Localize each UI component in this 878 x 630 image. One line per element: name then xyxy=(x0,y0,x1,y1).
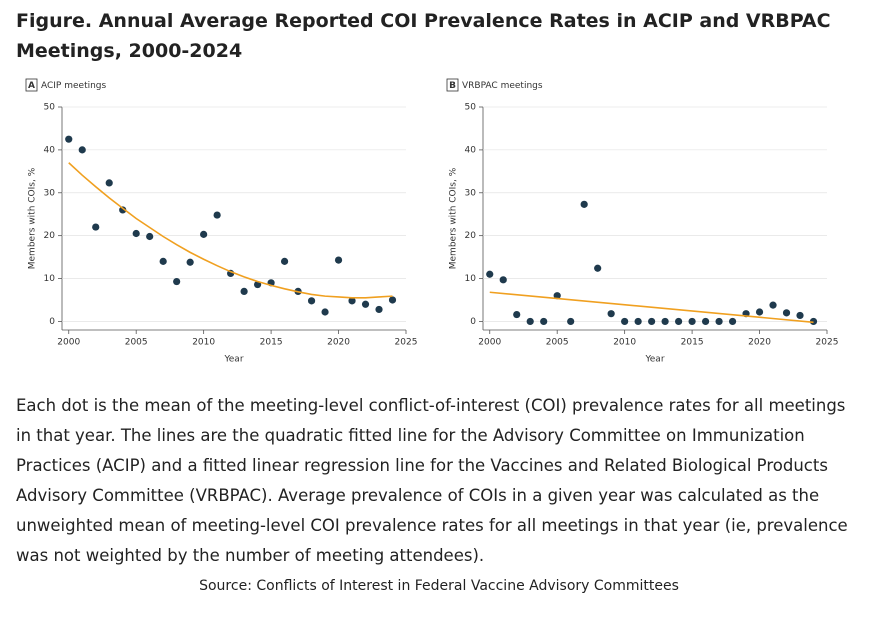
data-point xyxy=(361,300,370,308)
data-point xyxy=(540,317,548,326)
caption: Each dot is the mean of the meeting-leve… xyxy=(16,396,848,565)
data-point xyxy=(213,211,221,219)
y-axis-label: Members with COIs, % xyxy=(449,167,459,269)
y-tick-label: 20 xyxy=(465,231,477,241)
data-point xyxy=(388,296,397,304)
data-point xyxy=(607,310,615,318)
x-tick-label: 2000 xyxy=(57,338,80,348)
panel-title: ACIP meetings xyxy=(41,81,107,91)
data-point xyxy=(675,317,683,326)
data-point xyxy=(634,317,642,326)
x-tick-label: 2025 xyxy=(395,338,418,348)
fit-line xyxy=(68,162,393,299)
data-point xyxy=(648,317,656,326)
panel-label-box xyxy=(446,78,459,92)
data-point xyxy=(755,308,764,316)
data-point xyxy=(688,317,696,326)
panel-title: VRBPAC meetings xyxy=(462,81,543,91)
panel-label: B xyxy=(449,81,456,91)
panel-label: A xyxy=(28,81,35,91)
x-tick-label: 2010 xyxy=(613,338,636,348)
data-point xyxy=(782,309,791,317)
data-point xyxy=(307,297,316,305)
y-tick-label: 10 xyxy=(44,274,56,284)
data-point xyxy=(200,230,208,238)
data-point xyxy=(701,317,710,326)
data-point xyxy=(146,232,154,241)
data-point xyxy=(78,146,86,154)
x-tick-label: 2010 xyxy=(192,338,215,348)
data-point xyxy=(486,270,494,278)
figure-title: Figure. Annual Average Reported COI Prev… xyxy=(16,10,831,62)
data-point xyxy=(240,287,248,296)
data-point xyxy=(809,317,818,326)
y-tick-label: 50 xyxy=(465,103,477,113)
data-point xyxy=(661,317,669,326)
data-point xyxy=(132,229,140,238)
y-tick-label: 40 xyxy=(465,145,477,155)
data-point xyxy=(769,301,777,309)
y-tick-label: 50 xyxy=(44,103,56,113)
data-point xyxy=(65,135,73,143)
y-tick-label: 0 xyxy=(470,317,476,327)
data-point xyxy=(186,258,194,266)
data-point xyxy=(375,305,383,314)
data-point xyxy=(119,206,127,214)
y-tick-label: 10 xyxy=(465,274,477,284)
data-point xyxy=(159,257,167,265)
data-point xyxy=(594,264,602,272)
source: Source: Conflicts of Interest in Federal… xyxy=(199,578,679,594)
data-point xyxy=(728,317,737,326)
y-tick-label: 40 xyxy=(44,145,56,155)
data-point xyxy=(796,311,804,320)
data-point xyxy=(348,297,356,305)
x-tick-label: 2005 xyxy=(125,338,148,348)
data-point xyxy=(92,223,100,231)
x-tick-label: 2000 xyxy=(478,338,501,348)
x-axis-label: Year xyxy=(644,355,664,365)
data-point xyxy=(321,308,329,316)
fit-line xyxy=(489,291,814,324)
x-tick-label: 2005 xyxy=(546,338,569,348)
data-point xyxy=(173,277,181,286)
data-point xyxy=(526,317,534,326)
panel-label-box xyxy=(25,78,38,92)
x-tick-label: 2025 xyxy=(816,338,839,348)
y-tick-label: 0 xyxy=(49,317,55,327)
x-tick-label: 2015 xyxy=(681,338,704,348)
data-point xyxy=(334,256,343,264)
data-point xyxy=(580,200,588,208)
x-axis-label: Year xyxy=(223,355,243,365)
data-point xyxy=(280,257,289,265)
data-point xyxy=(513,310,521,319)
y-tick-label: 30 xyxy=(465,188,477,198)
data-point xyxy=(553,292,561,300)
y-tick-label: 20 xyxy=(44,231,56,241)
x-tick-label: 2015 xyxy=(260,338,283,348)
data-point xyxy=(567,317,575,326)
x-tick-label: 2020 xyxy=(748,338,771,348)
data-point xyxy=(715,317,723,326)
y-tick-label: 30 xyxy=(44,188,56,198)
y-axis-label: Members with COIs, % xyxy=(28,167,38,269)
x-tick-label: 2020 xyxy=(327,338,350,348)
data-point xyxy=(105,179,113,187)
data-point xyxy=(621,317,629,326)
data-point xyxy=(499,276,507,284)
